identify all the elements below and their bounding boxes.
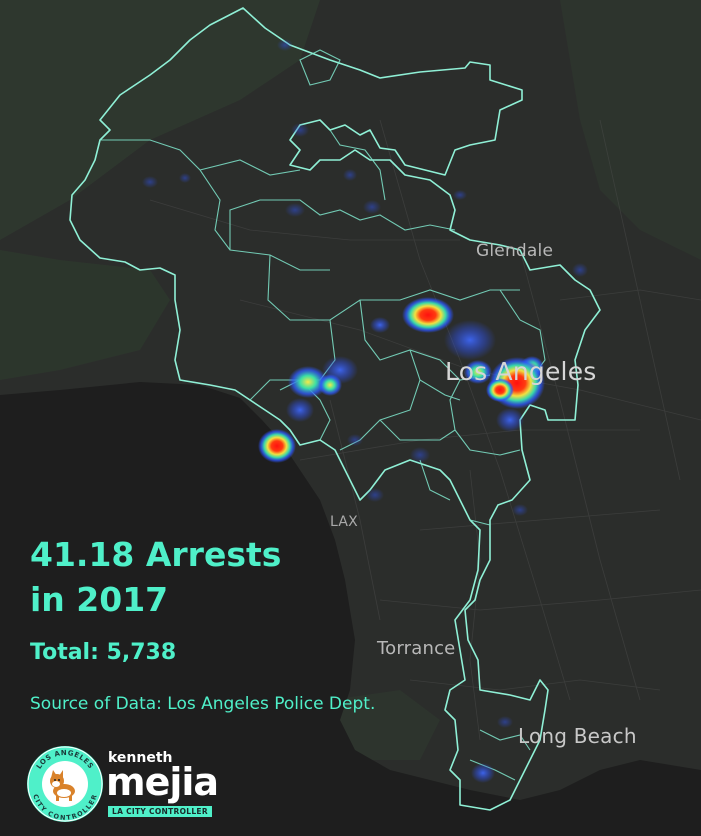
brand-first-name: kenneth	[108, 750, 173, 766]
heat-faint	[497, 716, 513, 728]
total-count: Total: 5,738	[30, 640, 177, 665]
heat-cool	[286, 398, 314, 422]
heat-faint	[343, 169, 357, 181]
place-label-glendale: Glendale	[476, 241, 554, 261]
heat-cool	[444, 320, 496, 360]
heat-cool	[370, 317, 390, 333]
heat-faint	[410, 447, 430, 463]
heat-faint	[277, 39, 293, 51]
heat-warm	[288, 366, 328, 398]
district-boundaries	[100, 49, 546, 781]
heat-faint	[366, 488, 384, 502]
place-label-long-beach: Long Beach	[518, 724, 637, 748]
heat-faint	[512, 504, 528, 516]
brand-role-badge: LA CITY CONTROLLER	[108, 806, 212, 817]
data-source: Source of Data: Los Angeles Police Dept.	[30, 694, 376, 714]
terrain-west	[0, 250, 170, 380]
terrain-north	[0, 0, 320, 240]
heat-cool	[471, 763, 495, 783]
heat-hot-downtown-2	[486, 378, 514, 402]
headline-line-1: 41.18 Arrests	[30, 535, 282, 574]
heat-faint	[347, 434, 363, 446]
place-label-los-angeles: Los Angeles	[445, 357, 597, 386]
heat-hot-venice	[258, 429, 296, 463]
heat-layer	[142, 39, 588, 783]
heat-cool	[496, 408, 524, 432]
corgi-icon	[50, 770, 75, 801]
brand-wordmark: kenneth mejia LA CITY CONTROLLER	[106, 750, 256, 817]
heat-faint	[291, 123, 309, 137]
place-label-torrance: Torrance	[377, 638, 456, 659]
terrain-palos-verdes	[330, 690, 440, 760]
place-label-lax: LAX	[330, 514, 358, 530]
brand-last-name: mejia	[106, 760, 219, 804]
city-boundary	[69, 7, 601, 811]
headline-line-2: in 2017	[30, 580, 169, 619]
heat-faint	[453, 190, 467, 200]
terrain-east	[560, 0, 701, 260]
heat-warm	[464, 360, 492, 384]
ocean	[0, 382, 701, 836]
heat-faint	[285, 203, 305, 217]
heat-faint	[179, 173, 191, 183]
heat-faint	[572, 263, 588, 277]
heat-faint	[363, 200, 381, 214]
heat-warm	[318, 374, 342, 396]
heat-hot-hollywood	[402, 297, 454, 333]
heat-faint	[142, 176, 158, 188]
headline: 41.18 Arrests in 2017	[30, 532, 281, 622]
controller-seal-logo: LOS ANGELES CITY CONTROLLER	[27, 746, 103, 822]
